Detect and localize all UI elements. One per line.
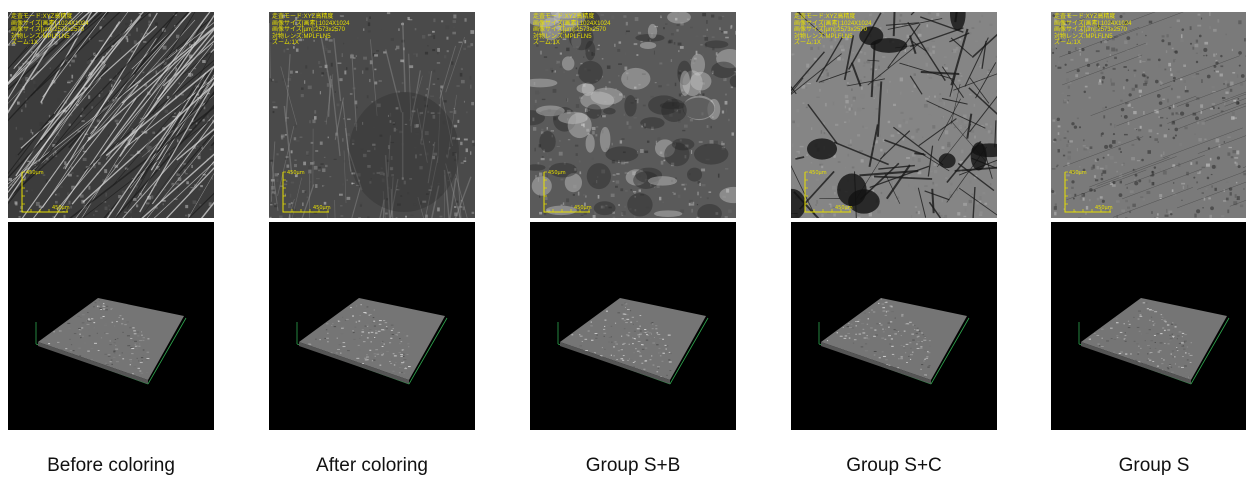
- overlay-line: 画像サイズ[画素]:1024X1024: [272, 20, 350, 27]
- overlay-line: 走査モード:XYZ高精度: [11, 14, 73, 20]
- surface-micrograph-2d: 450µm 450µm 走査モード:XYZ高精度 画像サイズ[画素]:1024X102…: [8, 12, 214, 218]
- scalebar-horizontal-label: 450µm: [313, 205, 331, 211]
- micrograph-texture: 450µm 450µm: [1051, 12, 1246, 218]
- overlay-line: 画像サイズ[画素]:1024X1024: [533, 20, 611, 27]
- acquisition-info-overlay: 走査モード:XYZ高精度 画像サイズ[画素]:1024X1024 画像サイズ[µm]…: [1054, 14, 1132, 47]
- overlay-line: 走査モード:XYZ高精度: [272, 14, 334, 20]
- surface-micrograph-2d: 450µm 450µm 走査モード:XYZ高精度 画像サイズ[画素]:1024X102…: [791, 12, 997, 218]
- surface-3d-render: [791, 222, 997, 430]
- scalebar-vertical-label: 450µm: [548, 170, 566, 176]
- surface-3d-view: [8, 222, 214, 430]
- surface-3d-render: [269, 222, 475, 430]
- overlay-line: ズーム:1X: [11, 40, 38, 46]
- micrograph-panel: 450µm 450µm 走査モード:XYZ高精度 画像サイズ[画素]:1024X102…: [791, 0, 997, 479]
- micrograph-panel: 450µm 450µm 走査モード:XYZ高精度 画像サイズ[画素]:1024X102…: [1051, 0, 1246, 479]
- scalebar-horizontal-label: 450µm: [1095, 205, 1113, 211]
- overlay-line: 対物レンズ:MPLFLN5: [1054, 33, 1113, 40]
- overlay-line: 対物レンズ:MPLFLN5: [794, 33, 853, 40]
- surface-3d-render: [1051, 222, 1246, 430]
- overlay-line: 画像サイズ[µm]:2573x2570: [1054, 27, 1127, 33]
- panel-caption: After coloring: [316, 455, 428, 476]
- micrograph-panel: 450µm 450µm 走査モード:XYZ高精度 画像サイズ[画素]:1024X102…: [530, 0, 736, 479]
- surface-3d-view: [530, 222, 736, 430]
- surface-3d-view: [1051, 222, 1246, 430]
- overlay-line: ズーム:1X: [272, 40, 299, 46]
- scalebar-horizontal-label: 450µm: [574, 205, 592, 211]
- overlay-line: 画像サイズ[µm]:2573x2570: [11, 27, 84, 33]
- surface-micrograph-2d: 450µm 450µm 走査モード:XYZ高精度 画像サイズ[画素]:1024X102…: [530, 12, 736, 218]
- overlay-line: 画像サイズ[µm]:2573x2570: [533, 27, 606, 33]
- surface-3d-view: [269, 222, 475, 430]
- micrograph-texture: 450µm 450µm: [530, 12, 736, 218]
- micrograph-panel: 450µm 450µm 走査モード:XYZ高精度 画像サイズ[画素]:1024X102…: [8, 0, 214, 479]
- overlay-line: 画像サイズ[画素]:1024X1024: [1054, 20, 1132, 27]
- overlay-line: ズーム:1X: [533, 40, 560, 46]
- panel-caption: Group S: [1118, 455, 1190, 476]
- scalebar-vertical-label: 450µm: [287, 170, 305, 176]
- micrograph-texture: 450µm 450µm: [791, 12, 997, 218]
- scalebar-vertical-label: 450µm: [1069, 170, 1087, 176]
- scalebar-horizontal-label: 450µm: [835, 205, 853, 211]
- panel-caption: Before coloring: [47, 455, 175, 476]
- scalebar-vertical-label: 450µm: [809, 170, 827, 176]
- overlay-line: 画像サイズ[µm]:2573x2570: [272, 27, 345, 33]
- panel-caption: Group S+B: [585, 455, 681, 476]
- surface-micrograph-2d: 450µm 450µm 走査モード:XYZ高精度 画像サイズ[画素]:1024X102…: [1051, 12, 1246, 218]
- scalebar-vertical-label: 450µm: [26, 170, 44, 176]
- overlay-line: 画像サイズ[画素]:1024X1024: [11, 20, 89, 27]
- micrograph-texture: 450µm 450µm: [269, 12, 475, 218]
- acquisition-info-overlay: 走査モード:XYZ高精度 画像サイズ[画素]:1024X1024 画像サイズ[µm]…: [272, 14, 350, 47]
- overlay-line: 画像サイズ[µm]:2573x2570: [794, 27, 867, 33]
- overlay-line: ズーム:1X: [794, 40, 821, 46]
- acquisition-info-overlay: 走査モード:XYZ高精度 画像サイズ[画素]:1024X1024 画像サイズ[µm]…: [11, 14, 89, 47]
- acquisition-info-overlay: 走査モード:XYZ高精度 画像サイズ[画素]:1024X1024 画像サイズ[µm]…: [794, 14, 872, 47]
- panel-caption: Group S+C: [846, 455, 942, 476]
- surface-3d-view: [791, 222, 997, 430]
- surface-3d-render: [530, 222, 736, 430]
- overlay-line: 対物レンズ:MPLFLN5: [272, 33, 331, 40]
- overlay-line: 走査モード:XYZ高精度: [794, 14, 856, 20]
- surface-micrograph-2d: 450µm 450µm 走査モード:XYZ高精度 画像サイズ[画素]:1024X102…: [269, 12, 475, 218]
- overlay-line: 走査モード:XYZ高精度: [533, 14, 595, 20]
- scalebar-horizontal-label: 450µm: [52, 205, 70, 211]
- acquisition-info-overlay: 走査モード:XYZ高精度 画像サイズ[画素]:1024X1024 画像サイズ[µm]…: [533, 14, 611, 47]
- overlay-line: 走査モード:XYZ高精度: [1054, 14, 1116, 20]
- micrograph-texture: 450µm 450µm: [8, 12, 214, 218]
- overlay-line: 対物レンズ:MPLFLN5: [533, 33, 592, 40]
- overlay-line: 対物レンズ:MPLFLN5: [11, 33, 70, 40]
- surface-3d-render: [8, 222, 214, 430]
- micrograph-panel: 450µm 450µm 走査モード:XYZ高精度 画像サイズ[画素]:1024X102…: [269, 0, 475, 479]
- overlay-line: ズーム:1X: [1054, 40, 1081, 46]
- overlay-line: 画像サイズ[画素]:1024X1024: [794, 20, 872, 27]
